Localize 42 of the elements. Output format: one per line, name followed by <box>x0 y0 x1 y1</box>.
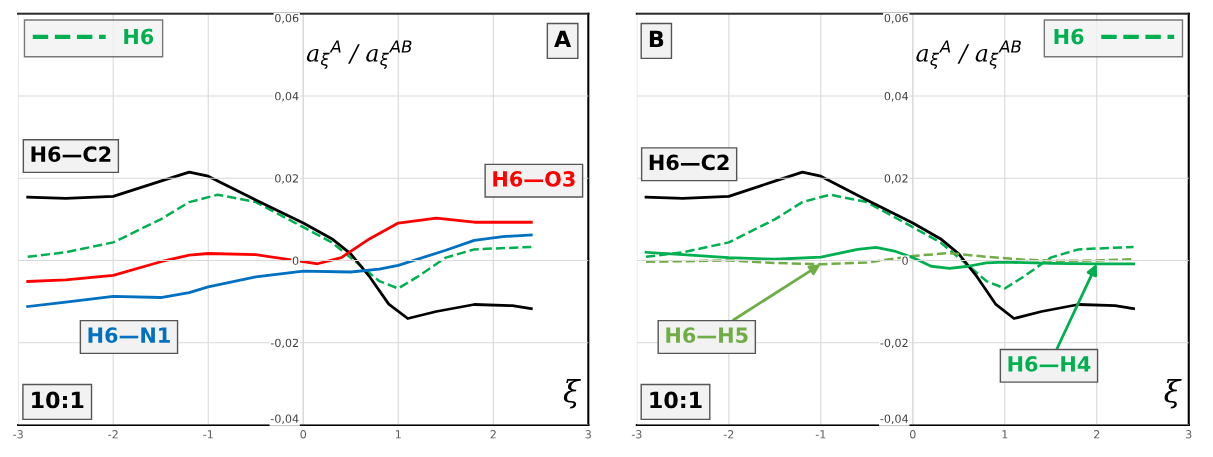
x-tick-label: 1 <box>395 430 401 439</box>
text: H6—H4 <box>1008 356 1091 372</box>
y-tick-label: -0,02 <box>880 338 908 349</box>
y-axis-title: a$_{ξ}$$^{A}$ / a$_{ξ}$$^{AB}$ <box>306 40 412 69</box>
text: H6—H5 <box>666 327 748 344</box>
y-tick-label: 0 <box>902 256 908 265</box>
x-tick-label: 1 <box>1002 430 1008 439</box>
y-tick-label: 0,02 <box>884 174 908 184</box>
annotation: 10:1 <box>32 391 84 409</box>
annotation: B <box>649 30 664 48</box>
y-tick-label: 0,06 <box>884 13 908 24</box>
x-tick-label: 2 <box>490 430 496 439</box>
x-tick-label: 3 <box>1186 430 1192 439</box>
y-tick-label: -0,04 <box>270 414 299 424</box>
x-axis-title: ξ <box>1164 378 1182 409</box>
y-tick-label: 0,04 <box>275 91 299 102</box>
series-label: H6—N1 <box>88 327 170 344</box>
series-label: H6—C2 <box>649 154 729 171</box>
x-axis-title: ξ <box>563 378 581 409</box>
y-tick-label: 0,04 <box>884 91 908 102</box>
x-tick-label: 3 <box>585 430 591 439</box>
annotation: A <box>554 30 572 48</box>
x-tick-label: 0 <box>300 430 307 439</box>
x-tick-label: -3 <box>13 430 23 439</box>
x-tick-label: -2 <box>108 430 118 439</box>
y-tick-label: 0,02 <box>275 174 298 184</box>
annotation: 10:1 <box>650 391 702 409</box>
series-label: H6—C2 <box>31 146 111 163</box>
x-tick-label: -3 <box>631 430 642 439</box>
x-tick-label: 0 <box>909 430 916 439</box>
series-label: H6—O3 <box>493 170 575 187</box>
y-axis-title: a$_{ξ}$$^{A}$ / a$_{ξ}$$^{AB}$ <box>916 40 1021 69</box>
y-tick-label: -0,02 <box>270 338 298 349</box>
legend-label: H6 <box>1054 28 1084 45</box>
x-tick-label: -1 <box>815 430 826 439</box>
y-tick-label: 0 <box>292 256 299 265</box>
y-tick-label: -0,04 <box>880 414 908 424</box>
x-tick-label: 2 <box>1094 430 1100 439</box>
x-tick-label: -1 <box>203 430 213 439</box>
x-tick-label: -2 <box>723 430 734 439</box>
legend-label: H6 <box>124 28 154 45</box>
y-tick-label: 0,06 <box>275 13 299 24</box>
